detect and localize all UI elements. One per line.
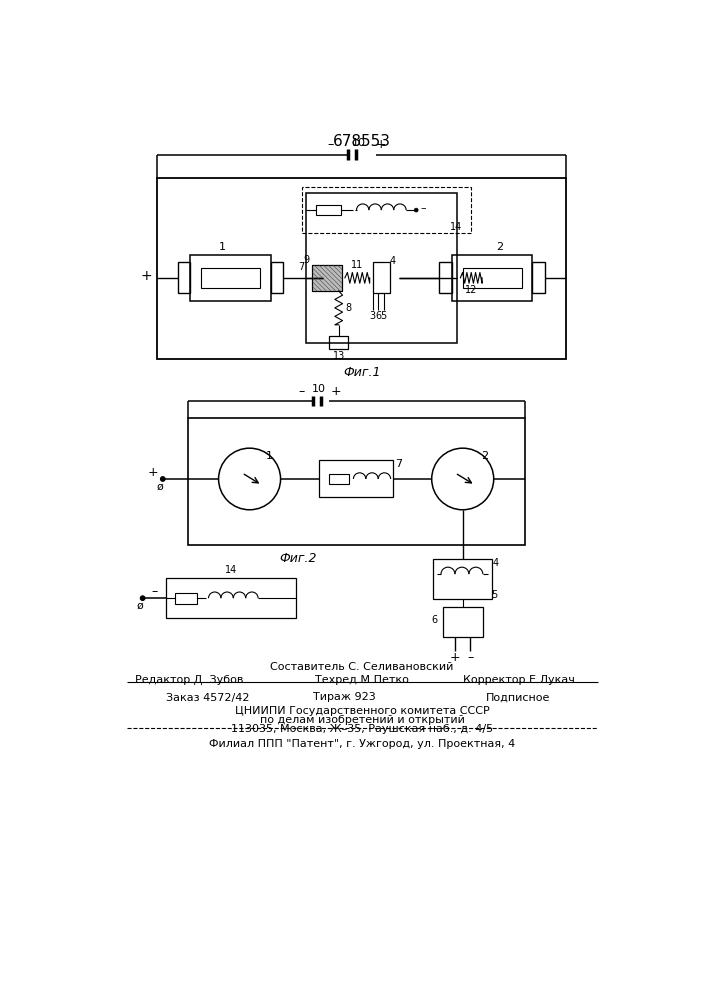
Text: Техред М.Петко: Техред М.Петко	[315, 675, 409, 685]
Text: 5: 5	[491, 590, 498, 600]
Bar	[156, 178, 566, 359]
Text: 10: 10	[352, 138, 366, 148]
Text: 10: 10	[312, 384, 327, 394]
Bar	[187, 418, 525, 545]
Bar	[306, 193, 457, 343]
Bar	[312, 265, 341, 291]
Bar	[312, 265, 341, 291]
Text: –: –	[298, 385, 305, 398]
Text: 7: 7	[298, 262, 305, 272]
Text: 13: 13	[332, 351, 345, 361]
Text: 1: 1	[265, 451, 272, 461]
Bar	[433, 559, 492, 599]
Bar	[316, 205, 341, 215]
Text: по делам изобретений и открытий: по делам изобретений и открытий	[259, 715, 464, 725]
Circle shape	[140, 596, 145, 600]
Text: –: –	[467, 651, 474, 664]
Text: 3: 3	[370, 311, 376, 321]
Text: Филиал ППП "Патент", г. Ужгород, ул. Проектная, 4: Филиал ППП "Патент", г. Ужгород, ул. Про…	[209, 739, 515, 749]
Text: +: +	[376, 138, 387, 151]
Text: 2: 2	[481, 451, 488, 461]
Text: Составитель С. Селивановский: Составитель С. Селивановский	[270, 662, 454, 672]
Text: +: +	[331, 385, 341, 398]
Text: 4: 4	[389, 256, 395, 266]
Text: 12: 12	[465, 285, 477, 295]
Text: Подписное: Подписное	[486, 692, 551, 702]
Text: Фиг.2: Фиг.2	[279, 552, 316, 565]
Text: 4: 4	[493, 558, 499, 568]
Text: Корректор Е.Лукач: Корректор Е.Лукач	[462, 675, 574, 685]
Text: –: –	[328, 138, 334, 151]
Text: Тираж 923: Тираж 923	[312, 692, 375, 702]
Text: ЦНИИПИ Государственного комитета СССР: ЦНИИПИ Государственного комитета СССР	[235, 706, 489, 716]
Bar	[329, 336, 348, 349]
Bar	[462, 268, 522, 288]
Bar	[175, 593, 197, 604]
Bar	[452, 255, 532, 301]
Text: 9: 9	[304, 255, 310, 265]
Bar	[320, 460, 393, 497]
Bar	[166, 578, 296, 618]
Bar	[440, 262, 452, 293]
Text: +: +	[147, 466, 158, 479]
Text: Редактор Д. Зубов: Редактор Д. Зубов	[135, 675, 243, 685]
Text: ø: ø	[157, 482, 164, 492]
Text: 2: 2	[496, 242, 503, 252]
Text: 11: 11	[351, 260, 363, 270]
Text: 6: 6	[375, 311, 381, 321]
Bar	[177, 262, 190, 293]
Bar	[329, 474, 349, 484]
Text: Фиг.1: Фиг.1	[343, 366, 380, 379]
Text: Заказ 4572/42: Заказ 4572/42	[166, 692, 250, 702]
Circle shape	[414, 208, 418, 212]
Bar	[303, 187, 472, 233]
Text: 6: 6	[432, 615, 438, 625]
Text: –: –	[421, 204, 426, 214]
Text: 14: 14	[450, 222, 462, 232]
Text: 5: 5	[380, 311, 387, 321]
Bar	[271, 262, 283, 293]
Text: 7: 7	[396, 459, 403, 469]
Bar	[190, 255, 271, 301]
Bar	[373, 262, 390, 293]
Text: 8: 8	[345, 303, 351, 313]
Text: 14: 14	[225, 565, 237, 575]
Text: ø: ø	[137, 601, 144, 611]
Text: 113035, Москва, Ж–35, Раушская наб., д. 4/5: 113035, Москва, Ж–35, Раушская наб., д. …	[231, 724, 493, 734]
Circle shape	[160, 477, 165, 481]
Text: +: +	[450, 651, 460, 664]
Text: 1: 1	[219, 242, 226, 252]
Text: +: +	[141, 269, 152, 283]
Bar	[532, 262, 545, 293]
Text: –: –	[151, 585, 158, 598]
Bar	[443, 607, 483, 637]
Bar	[201, 268, 259, 288]
Text: 678553: 678553	[333, 134, 391, 149]
